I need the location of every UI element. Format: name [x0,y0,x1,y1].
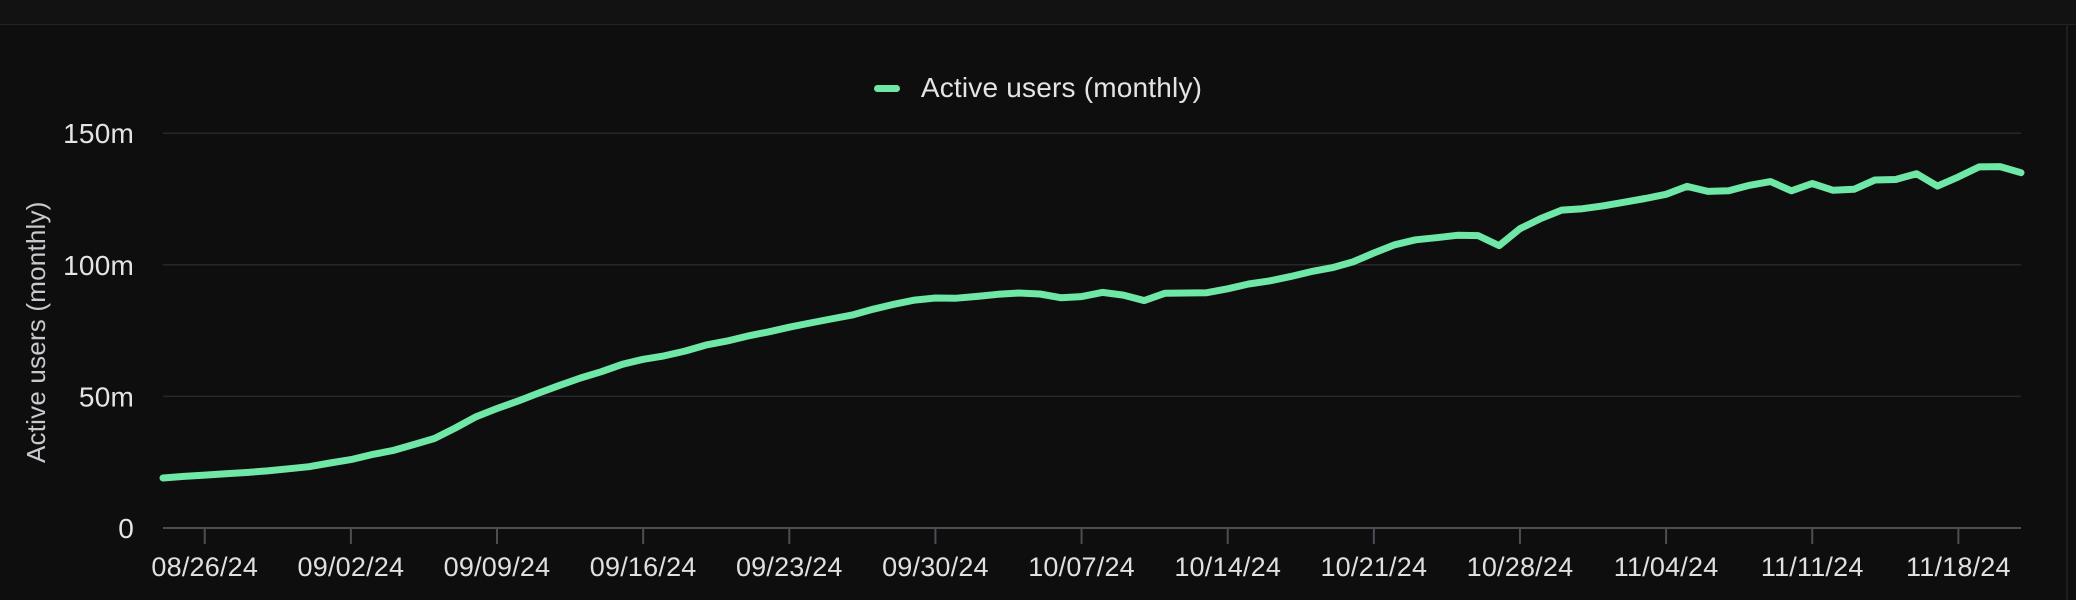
x-tick-label-09/23/24: 09/23/24 [736,552,843,582]
y-tick-label-150m: 150m [63,118,134,149]
x-tick-label-08/26/24: 08/26/24 [151,552,258,582]
top-strip [0,0,2076,25]
legend-line-swatch [873,84,900,92]
x-tick-label-10/28/24: 10/28/24 [1467,552,1574,582]
x-tick-label-09/09/24: 09/09/24 [444,552,551,582]
x-tick-label-11/04/24: 11/04/24 [1614,552,1719,582]
legend-label: Active users (monthly) [920,72,1203,103]
y-axis-title: Active users (monthly) [21,201,51,463]
x-tick-label-10/14/24: 10/14/24 [1174,552,1281,582]
x-tick-label-09/02/24: 09/02/24 [298,552,405,582]
active-users-series-line [159,163,2025,482]
right-edge-divider [2066,24,2068,600]
y-tick-label-50m: 50m [79,381,134,412]
x-tick-label-09/16/24: 09/16/24 [590,552,697,582]
y-tick-label-100m: 100m [63,250,134,281]
x-tick-label-11/18/24: 11/18/24 [1906,552,2011,582]
x-tick-label-10/07/24: 10/07/24 [1028,552,1135,582]
y-tick-label-0: 0 [118,513,134,544]
x-tick-label-09/30/24: 09/30/24 [882,552,989,582]
chart-legend[interactable]: Active users (monthly) [0,68,2076,108]
x-tick-label-11/11/24: 11/11/24 [1761,552,1864,582]
x-tick-label-10/21/24: 10/21/24 [1320,552,1427,582]
